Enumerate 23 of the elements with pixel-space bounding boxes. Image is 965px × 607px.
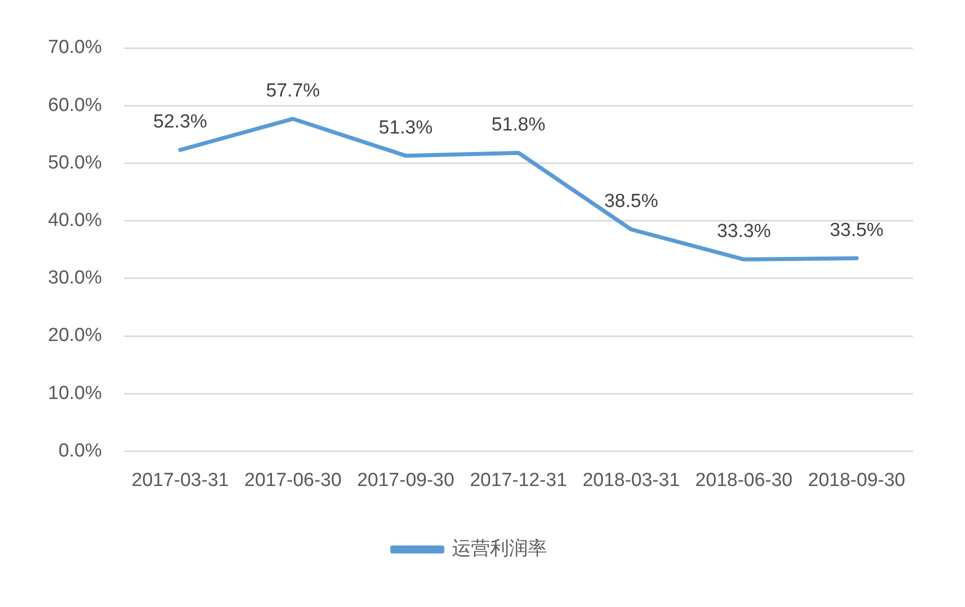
- data-label: 52.3%: [153, 112, 208, 133]
- data-label: 33.5%: [830, 220, 884, 241]
- data-label: 33.3%: [716, 221, 771, 242]
- legend-label: 运营利润率: [452, 538, 547, 560]
- data-label: 57.7%: [266, 80, 320, 102]
- y-tick-label: 30.0%: [48, 268, 102, 289]
- x-tick-label: 2017-12-31: [470, 470, 568, 491]
- data-label: 38.5%: [604, 191, 658, 212]
- x-tick-label: 2018-09-30: [808, 470, 906, 491]
- y-tick-label: 40.0%: [48, 210, 102, 232]
- y-tick-label: 0.0%: [58, 440, 102, 462]
- y-tick-label: 60.0%: [48, 94, 102, 116]
- data-label: 51.8%: [492, 114, 546, 136]
- x-tick-label: 2018-03-31: [582, 470, 680, 491]
- y-tick-label: 10.0%: [48, 382, 102, 404]
- x-tick-label: 2017-06-30: [244, 470, 342, 491]
- y-tick-label: 70.0%: [48, 37, 102, 58]
- x-tick-label: 2017-03-31: [132, 470, 229, 491]
- x-tick-label: 2018-06-30: [695, 470, 793, 491]
- y-tick-label: 20.0%: [48, 325, 102, 346]
- data-label: 51.3%: [378, 117, 433, 138]
- x-tick-label: 2017-09-30: [357, 470, 454, 491]
- y-tick-label: 50.0%: [48, 152, 102, 174]
